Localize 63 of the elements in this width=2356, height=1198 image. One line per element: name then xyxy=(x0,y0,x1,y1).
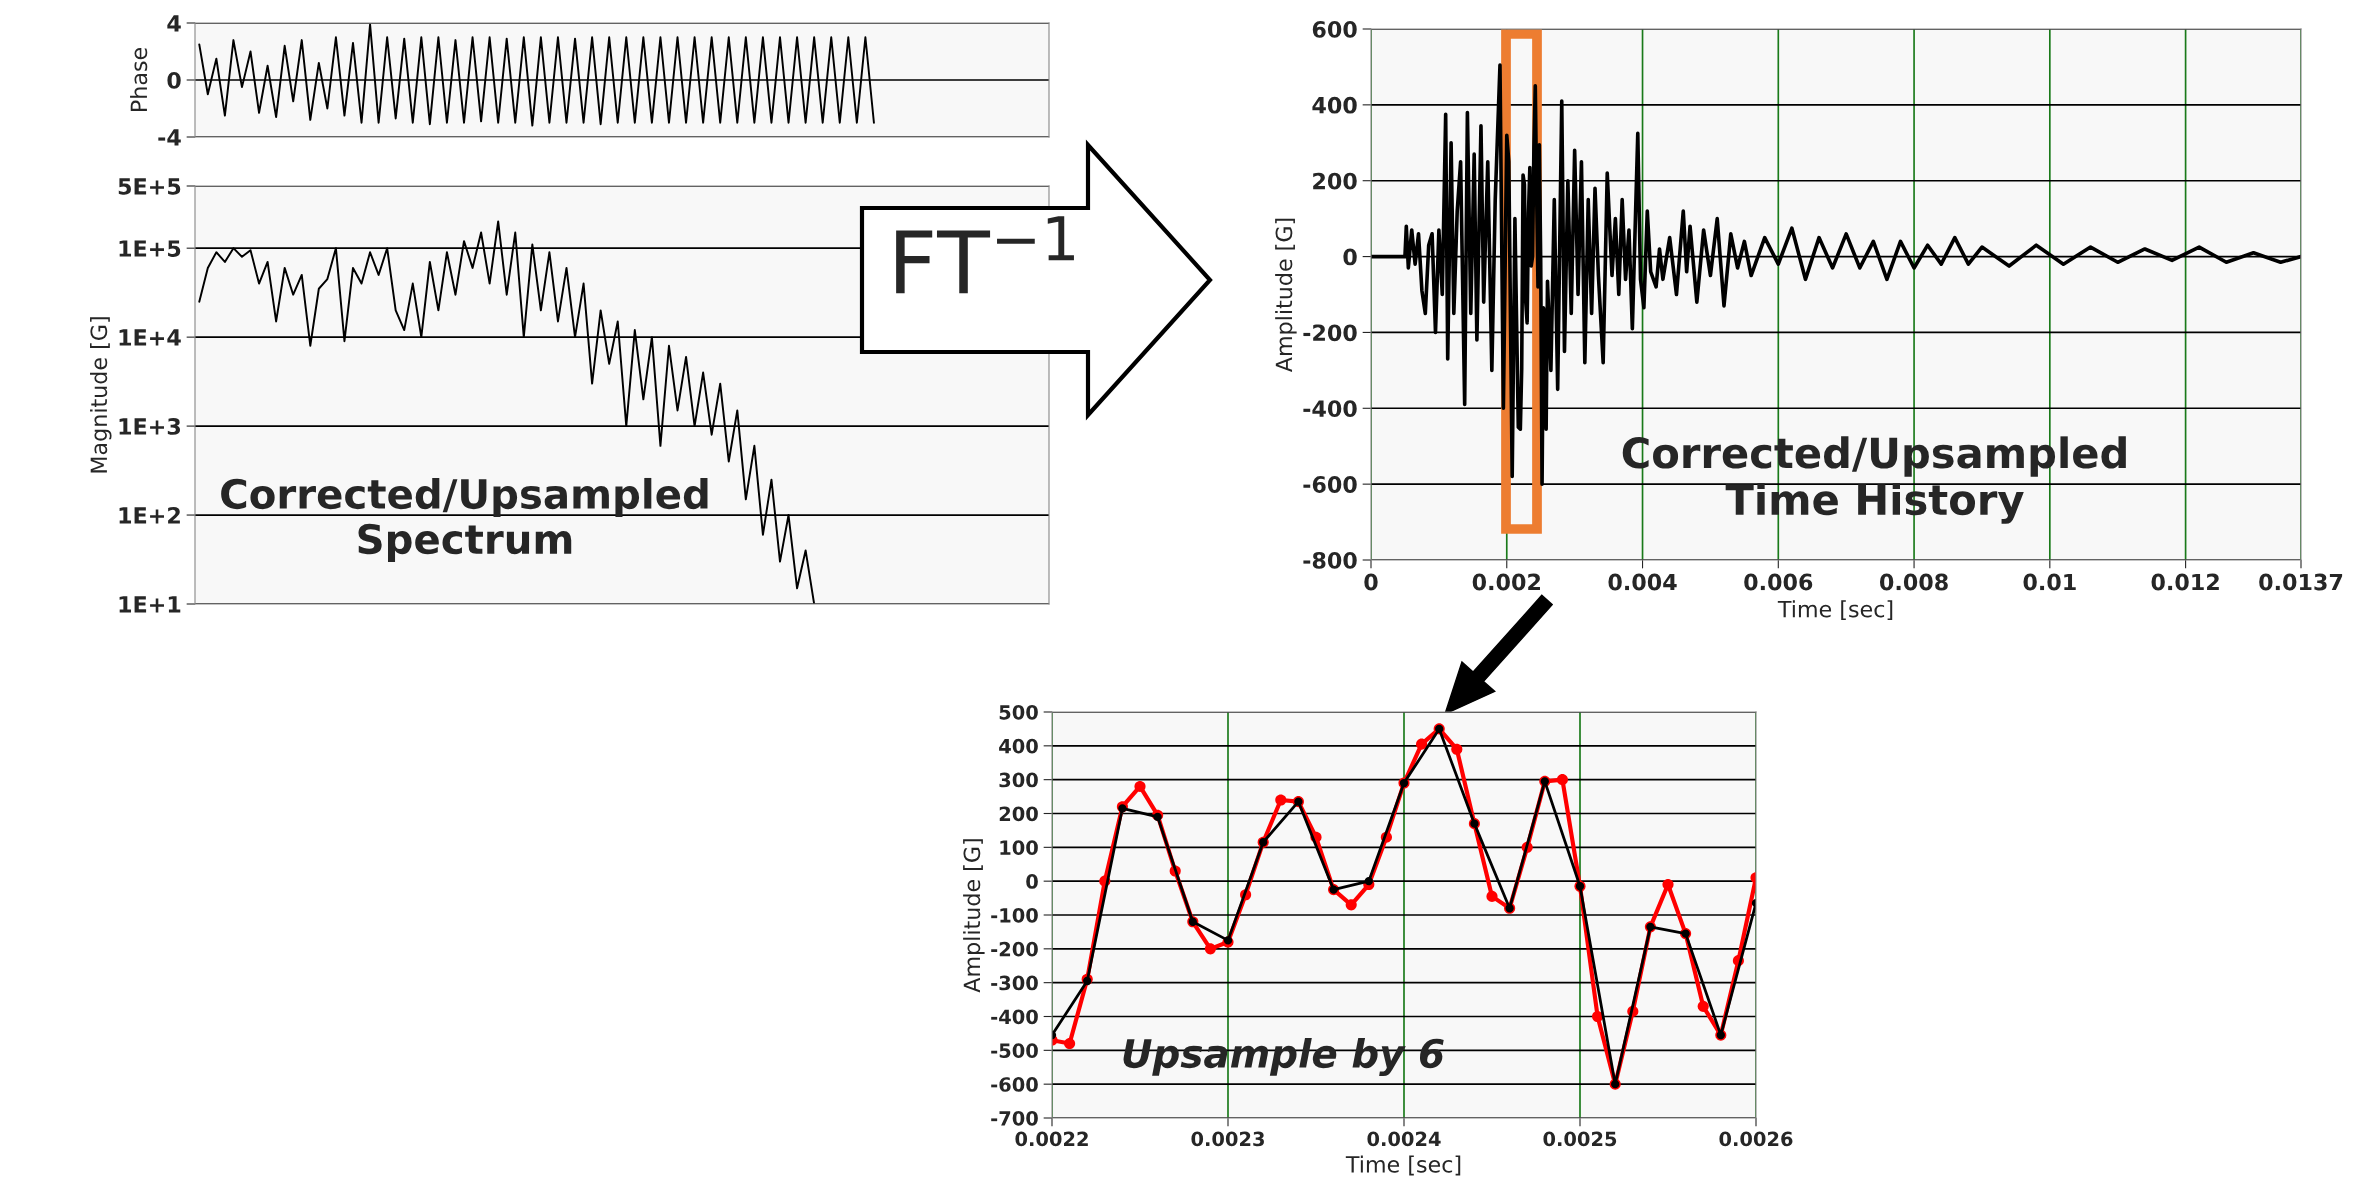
y-tick-label: -100 xyxy=(991,907,1038,923)
y-tick-label: 600 xyxy=(1312,20,1357,38)
x-tick-label: 0.004 xyxy=(1608,573,1677,591)
y-tick-label: 0 xyxy=(1343,248,1357,266)
y-tick-label: -200 xyxy=(991,941,1038,957)
y-tick-label: 1E+4 xyxy=(119,329,181,346)
y-tick-label: -800 xyxy=(1303,551,1357,569)
x-tick-label: 0 xyxy=(1364,573,1378,591)
y-tick-label: -700 xyxy=(991,1110,1038,1126)
annotation: Corrected/Upsampled Spectrum xyxy=(221,477,708,563)
point xyxy=(1697,1000,1709,1012)
y-axis-title: Magnitude [G] xyxy=(90,317,112,473)
y-tick-label: 400 xyxy=(1312,96,1357,114)
point xyxy=(1486,890,1498,902)
y-tick-label: -400 xyxy=(1303,400,1357,418)
point xyxy=(1364,877,1373,886)
y-tick-label: -600 xyxy=(1303,476,1357,493)
y-tick-label: 5E+5 xyxy=(118,178,181,195)
y-axis-title: Phase xyxy=(130,48,148,111)
y-tick-label: 1E+5 xyxy=(119,240,181,257)
x-tick-label: 0.012 xyxy=(2151,573,2219,591)
point xyxy=(1556,774,1568,786)
y-tick-label: 4 xyxy=(167,15,181,32)
point xyxy=(1204,943,1216,955)
y-tick-label: 200 xyxy=(1313,172,1357,190)
x-tick-label: 0.0024 xyxy=(1367,1131,1441,1147)
y-tick-label: 1E+2 xyxy=(119,506,180,524)
y-tick-label: 1E+1 xyxy=(119,596,181,613)
point xyxy=(1592,1010,1604,1023)
x-axis-title: Time [sec] xyxy=(1777,600,1893,621)
x-tick-label: 0.0025 xyxy=(1543,1131,1617,1147)
y-axis-title: Amplitude [G] xyxy=(963,839,985,993)
x-axis-title: Time [sec] xyxy=(1345,1155,1461,1176)
x-tick-label: 0.006 xyxy=(1744,573,1813,591)
y-tick-label: 1E+3 xyxy=(119,418,181,435)
x-tick-label: 0.0023 xyxy=(1191,1131,1264,1147)
y-tick-label: 0 xyxy=(167,71,181,89)
point xyxy=(1416,738,1428,750)
y-tick-label: 500 xyxy=(999,704,1038,720)
y-tick-label: 400 xyxy=(999,738,1038,754)
y-tick-label: 300 xyxy=(999,772,1038,788)
x-tick-label: 0.002 xyxy=(1472,573,1540,591)
annotation: FT$^{−1}$ xyxy=(896,216,1074,294)
point xyxy=(1064,1038,1076,1050)
y-tick-label: 200 xyxy=(999,806,1038,822)
y-tick-label: -600 xyxy=(991,1077,1038,1092)
y-tick-label: -300 xyxy=(991,975,1038,991)
x-tick-label: 0.0137 xyxy=(2259,573,2343,591)
y-tick-label: -4 xyxy=(158,129,181,146)
point xyxy=(1134,780,1146,792)
point xyxy=(1275,794,1287,806)
x-tick-label: 0.01 xyxy=(2023,573,2076,591)
x-tick-label: 0.0022 xyxy=(1015,1131,1088,1147)
point xyxy=(1451,743,1463,755)
x-tick-label: 0.008 xyxy=(1879,573,1948,591)
x-tick-label: 0.0026 xyxy=(1719,1131,1793,1147)
y-tick-label: -500 xyxy=(991,1043,1038,1058)
y-tick-label: -400 xyxy=(991,1009,1038,1025)
y-axis-title: Amplitude [G] xyxy=(1275,218,1297,373)
y-tick-label: -200 xyxy=(1303,324,1357,342)
y-tick-label: 100 xyxy=(1000,840,1038,855)
y-tick-label: 0 xyxy=(1026,874,1038,889)
point xyxy=(1345,899,1357,911)
